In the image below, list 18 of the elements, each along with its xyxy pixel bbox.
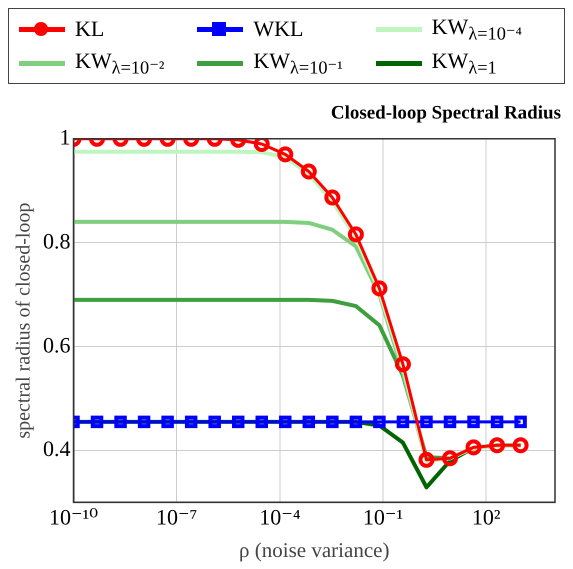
legend-label: KW$_{λ=10⁻²}$ <box>75 48 164 78</box>
legend-label: KW$_{λ=1}$ <box>432 48 497 78</box>
y-tick-label: 0.8 <box>43 228 70 254</box>
legend-label: WKL <box>253 16 304 42</box>
y-tick-label: 0.6 <box>43 332 70 358</box>
x-tick-label: 10² <box>472 504 501 530</box>
x-tick-label: 10⁻¹ <box>362 504 404 530</box>
x-tick-label: 10⁻⁷ <box>156 504 198 530</box>
y-tick-label: 1 <box>60 124 70 150</box>
y-axis-title: spectral radius of closed-loop <box>12 202 34 439</box>
x-axis-title: ρ (noise variance) <box>239 538 390 562</box>
legend-label: KW$_{λ=10⁻⁴}$ <box>432 14 522 44</box>
y-tick-label: 0.4 <box>43 436 70 462</box>
legend-label: KW$_{λ=10⁻¹}$ <box>253 48 343 78</box>
legend-label: KL <box>75 16 104 42</box>
chart-title: Closed-loop Spectral Radius <box>330 102 561 124</box>
x-tick-label: 10⁻⁴ <box>259 504 301 530</box>
x-tick-label: 10⁻¹⁰ <box>48 504 98 530</box>
